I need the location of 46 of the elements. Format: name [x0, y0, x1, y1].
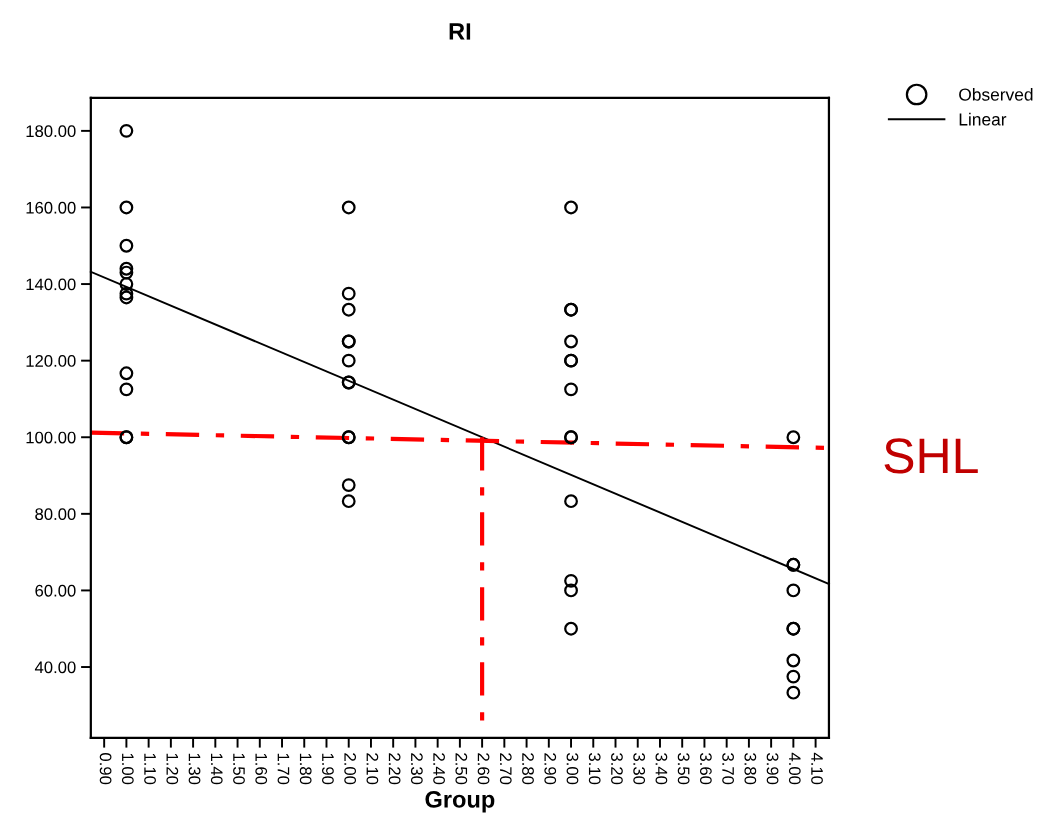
x-tick-label: 0.90	[99, 753, 112, 785]
x-tick-label: 3.80	[744, 753, 757, 785]
x-tick-label: 3.40	[655, 753, 668, 785]
x-tick-label: 3.90	[766, 753, 779, 785]
x-tick-label: 1.10	[144, 753, 156, 785]
x-tick-label: 4.10	[811, 752, 823, 785]
x-tick-label: 2.30	[410, 753, 423, 785]
x-tick-label: 1.20	[166, 753, 179, 785]
x-tick-label: 1.50	[233, 753, 245, 785]
y-tick-label: 60.00	[35, 584, 76, 597]
x-tick-label: 2.00	[344, 753, 357, 785]
x-tick-label: 2.40	[433, 753, 445, 785]
x-tick-label: 1.60	[255, 753, 268, 785]
x-tick-label: 3.20	[611, 753, 623, 785]
x-tick-label: 1.80	[299, 753, 312, 785]
legend-label: Observed	[959, 87, 1033, 101]
y-tick-label: 80.00	[35, 508, 76, 521]
x-tick-label: 1.90	[322, 753, 334, 785]
x-tick-label: 2.50	[455, 753, 468, 785]
y-tick-label: 40.00	[34, 661, 76, 674]
chart-title: RI	[449, 23, 471, 40]
legend-label: Linear	[959, 112, 1007, 126]
x-tick-label: 4.00	[788, 752, 801, 785]
y-tick-label: 100.00	[26, 431, 76, 444]
x-tick-label: 3.00	[566, 753, 579, 785]
y-tick-label: 160.00	[26, 201, 76, 214]
x-tick-label: 3.10	[588, 753, 601, 785]
x-tick-label: 3.60	[699, 753, 712, 785]
x-tick-label: 3.50	[677, 753, 690, 785]
y-tick-label: 180.00	[26, 125, 76, 138]
x-tick-label: 1.00	[121, 753, 134, 785]
y-tick-label: 120.00	[26, 355, 76, 367]
y-tick-label: 140.00	[26, 278, 76, 291]
x-tick-label: 2.80	[522, 753, 534, 785]
x-tick-label: 1.30	[188, 753, 201, 785]
x-tick-label: 1.70	[277, 753, 290, 785]
x-tick-label: 3.70	[722, 753, 734, 785]
x-tick-label: 3.30	[633, 753, 646, 785]
x-tick-label: 2.70	[499, 753, 512, 785]
x-tick-label: 2.20	[388, 753, 401, 785]
x-tick-label: 2.60	[477, 753, 490, 785]
text: SHL	[884, 438, 978, 474]
x-axis-title: Group	[425, 791, 495, 813]
x-tick-label: 1.40	[210, 753, 223, 785]
x-tick-label: 2.10	[366, 753, 379, 785]
x-tick-label: 2.90	[544, 753, 557, 785]
